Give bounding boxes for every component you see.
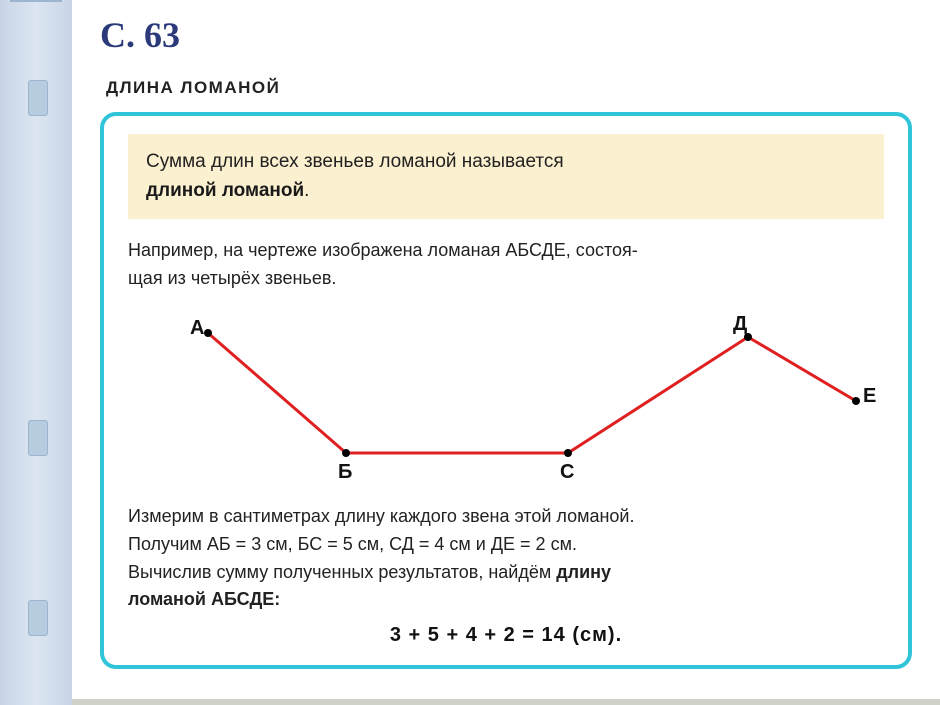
polyline-svg xyxy=(128,303,888,493)
measure-text: Измерим в сантиметрах длину каждого звен… xyxy=(128,503,884,615)
definition-text: Сумма длин всех звеньев ломаной называет… xyxy=(146,151,564,172)
content-box: Сумма длин всех звеньев ломаной называет… xyxy=(100,112,912,669)
definition-period: . xyxy=(304,180,309,201)
definition-highlight: длиной ломаной xyxy=(146,180,304,201)
measure-line-a: Измерим в сантиметрах длину каждого звен… xyxy=(128,506,635,526)
measure-line-c: Вычислив сумму полученных результатов, н… xyxy=(128,562,556,582)
decorative-shape xyxy=(28,420,48,456)
result-equation: 3 + 5 + 4 + 2 = 14 (см). xyxy=(128,624,884,647)
decorative-shape xyxy=(28,80,48,116)
section-title: ДЛИНА ЛОМАНОЙ xyxy=(106,78,912,98)
point-label-D: Д xyxy=(733,313,747,336)
main-content: С. 63 ДЛИНА ЛОМАНОЙ Сумма длин всех звен… xyxy=(72,0,940,705)
page-reference: С. 63 xyxy=(100,14,912,56)
measure-line-b: Получим АБ = 3 см, БС = 5 см, СД = 4 см … xyxy=(128,534,577,554)
decorative-shape xyxy=(28,600,48,636)
polyline-diagram: А Б С Д Е xyxy=(128,303,884,493)
intro-line-a: Например, на чертеже изображена ломаная … xyxy=(128,240,638,260)
bottom-border xyxy=(72,699,940,705)
point-label-B: Б xyxy=(338,461,352,484)
point-label-E: Е xyxy=(863,385,876,408)
intro-line-b: щая из четырёх звеньев. xyxy=(128,268,336,288)
definition-box: Сумма длин всех звеньев ломаной называет… xyxy=(128,134,884,219)
measure-bold-c: длину xyxy=(556,562,611,582)
intro-text: Например, на чертеже изображена ломаная … xyxy=(128,237,884,293)
left-decorative-strip xyxy=(0,0,72,705)
point-label-A: А xyxy=(190,317,204,340)
point-label-C: С xyxy=(560,461,574,484)
measure-line-d: ломаной АБСДЕ: xyxy=(128,589,280,609)
